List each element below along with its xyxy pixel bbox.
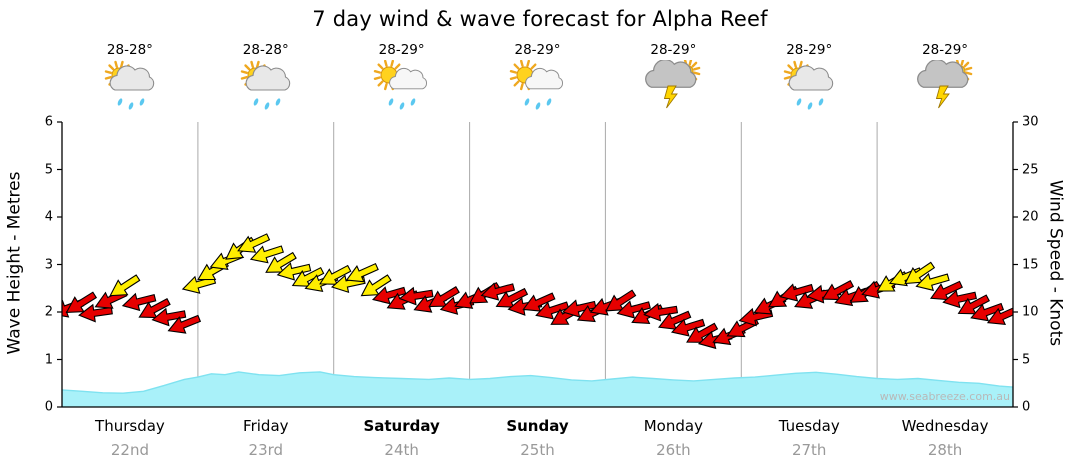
wind-arrow bbox=[398, 286, 434, 306]
left-tick-label: 2 bbox=[44, 304, 53, 320]
right-tick-label: 5 bbox=[1022, 352, 1031, 367]
wind-arrow bbox=[265, 251, 297, 273]
day-date: 25th bbox=[520, 441, 555, 459]
temperature-label: 28-28° bbox=[242, 42, 289, 58]
axes bbox=[57, 121, 1018, 408]
wind-arrow bbox=[561, 299, 597, 318]
wind-arrow bbox=[345, 262, 379, 283]
weather-icon-storm bbox=[645, 60, 701, 109]
right-tick-label: 10 bbox=[1022, 304, 1039, 320]
temperature-label: 28-29° bbox=[786, 42, 833, 58]
wind-arrow bbox=[276, 262, 312, 281]
watermark: www.seabreeze.com.au bbox=[879, 390, 1010, 403]
wind-arrow bbox=[495, 287, 529, 308]
day-date: 22nd bbox=[110, 441, 149, 459]
weather-icon-sun-cloud-rain bbox=[240, 60, 290, 110]
grid-lines bbox=[197, 122, 878, 407]
left-tick-label: 5 bbox=[44, 162, 53, 177]
wind-arrow bbox=[643, 302, 679, 322]
wind-arrow bbox=[522, 292, 556, 312]
wind-arrow bbox=[821, 280, 855, 301]
wind-arrow bbox=[616, 300, 651, 319]
day-name: Saturday bbox=[363, 417, 440, 435]
day-name: Wednesday bbox=[901, 417, 989, 435]
wind-arrow bbox=[915, 272, 950, 292]
wave-area bbox=[62, 371, 1013, 407]
wind-arrow bbox=[605, 289, 637, 312]
wind-arrows bbox=[62, 233, 1013, 350]
right-tick-label: 15 bbox=[1022, 257, 1039, 272]
wind-arrow bbox=[986, 305, 1013, 326]
day-date: 26th bbox=[656, 441, 691, 459]
wind-arrow bbox=[167, 314, 202, 334]
left-tick-label: 0 bbox=[44, 399, 53, 415]
wave-top-edge bbox=[62, 371, 1013, 394]
day-date: 24th bbox=[384, 441, 419, 459]
wind-arrow bbox=[535, 301, 570, 320]
weather-icon-sun-rain bbox=[509, 60, 563, 110]
temperature-label: 28-29° bbox=[922, 42, 969, 58]
wind-arrow bbox=[957, 294, 990, 315]
wind-arrow bbox=[138, 298, 171, 319]
right-tick-label: 0 bbox=[1022, 399, 1031, 415]
temperature-label: 28-29° bbox=[378, 42, 425, 58]
chart-title: 7 day wind & wave forecast for Alpha Ree… bbox=[312, 7, 768, 31]
day-name: Thursday bbox=[95, 417, 165, 435]
weather-icon-sun-cloud-rain bbox=[104, 60, 155, 110]
left-tick-label: 4 bbox=[44, 209, 53, 225]
weather-icon-storm bbox=[917, 60, 973, 109]
wind-arrow bbox=[109, 274, 141, 297]
day-date: 28th bbox=[927, 441, 963, 459]
right-tick-label: 20 bbox=[1022, 209, 1039, 225]
wind-arrow bbox=[686, 322, 719, 343]
weather-icon-sun-cloud-rain bbox=[784, 60, 834, 110]
wind-arrow bbox=[319, 264, 352, 285]
temperature-label: 28-28° bbox=[106, 42, 153, 58]
day-date: 27th bbox=[791, 441, 827, 459]
wind-arrow bbox=[658, 310, 692, 330]
wind-arrow bbox=[291, 266, 325, 287]
wind-arrow bbox=[929, 280, 963, 301]
day-name: Monday bbox=[643, 417, 703, 435]
wind-arrow bbox=[904, 261, 936, 285]
wind-arrow bbox=[249, 245, 284, 264]
day-name: Tuesday bbox=[778, 417, 840, 435]
right-tick-label: 30 bbox=[1022, 114, 1039, 130]
day-date: 23rd bbox=[248, 441, 284, 459]
weather-icon-sun-rain bbox=[373, 60, 427, 110]
wind-arrow bbox=[237, 233, 271, 253]
temperature-label: 28-29° bbox=[650, 42, 697, 58]
day-name: Friday bbox=[243, 417, 289, 435]
right-tick-label: 25 bbox=[1022, 162, 1039, 177]
wind-arrow bbox=[970, 302, 1005, 322]
left-tick-label: 6 bbox=[44, 114, 53, 130]
wind-arrow bbox=[428, 286, 460, 308]
wind-arrow bbox=[371, 286, 407, 305]
wind-arrow bbox=[65, 291, 98, 313]
left-tick-label: 1 bbox=[44, 352, 53, 367]
left-tick-label: 3 bbox=[44, 257, 53, 272]
wind-arrow bbox=[360, 274, 392, 297]
wind-arrow bbox=[151, 307, 187, 327]
wind-arrow bbox=[670, 318, 706, 337]
day-name: Sunday bbox=[506, 417, 569, 435]
wind-arrow bbox=[121, 292, 157, 312]
temperature-label: 28-29° bbox=[514, 42, 561, 58]
wind-arrow bbox=[942, 289, 977, 309]
wind-arrow bbox=[480, 282, 516, 301]
wind-arrow bbox=[779, 283, 814, 302]
